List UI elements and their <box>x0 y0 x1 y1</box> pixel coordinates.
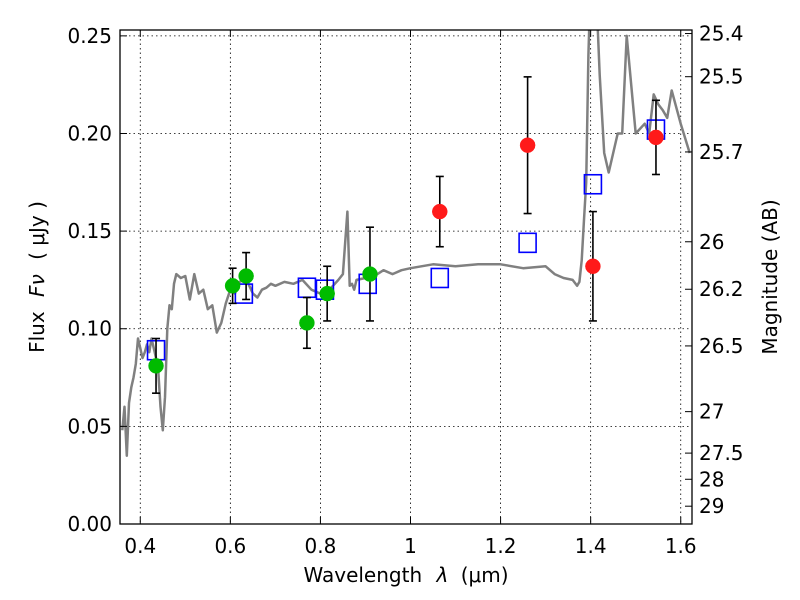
right-tick-label: 27 <box>699 400 724 424</box>
y-axis-label-symbol: Fν <box>25 274 49 297</box>
y-axis-label: Flux Fν ( μJy ) <box>25 201 49 353</box>
x-tick-label: 1.6 <box>665 534 697 558</box>
right-tick-label: 25.7 <box>699 140 744 164</box>
plot-frame <box>119 29 693 525</box>
model-square <box>583 173 603 195</box>
x-tick-label: 1.4 <box>575 534 607 558</box>
optical-point <box>362 266 378 282</box>
x-tick-label: 0.4 <box>124 534 156 558</box>
optical-point <box>319 285 335 302</box>
x-axis-label: Wavelength λ (μm) <box>303 563 508 587</box>
x-tick-label: 0.6 <box>214 534 246 558</box>
y-tick-label: 0.10 <box>67 317 112 341</box>
model-square <box>430 267 450 289</box>
optical-point <box>224 278 241 294</box>
y-tick-label: 0.00 <box>67 512 112 536</box>
right-tick-label: 28 <box>699 467 724 491</box>
right-tick-label: 26.5 <box>699 334 744 358</box>
spectrum-line <box>121 30 691 457</box>
tick-layer: 0.4 0.6 0.8 1 1.2 1.4 1.6 0.00 0.05 0.10 0.15 0.20 0… <box>67 22 743 558</box>
y-axis-label-unit: ( μJy ) <box>25 201 49 260</box>
optical-point <box>299 315 315 331</box>
infrared-point <box>519 137 536 153</box>
x-axis-label-symbol: λ <box>436 563 449 587</box>
infrared-point <box>648 129 664 146</box>
right-tick-label: 29 <box>699 494 724 518</box>
x-tick-label: 0.8 <box>305 534 337 558</box>
infrared-point <box>585 258 601 275</box>
infrared-point <box>432 203 448 220</box>
x-axis-label-unit: (μm) <box>461 563 509 587</box>
right-tick-label: 26 <box>699 230 724 254</box>
y-tick-label: 0.05 <box>67 414 112 438</box>
right-tick-label: 25.4 <box>699 22 744 46</box>
x-axis-label-main: Wavelength <box>303 563 422 587</box>
data-layer <box>121 30 691 457</box>
y-axis-label-main: Flux <box>25 311 49 353</box>
optical-point <box>238 268 254 284</box>
model-square <box>234 283 254 304</box>
optical-point <box>148 358 164 374</box>
right-tick-label: 27.5 <box>699 441 744 465</box>
x-tick-label: 1 <box>404 534 417 558</box>
x-tick-label: 1.2 <box>485 534 517 558</box>
right-tick-label: 25.5 <box>699 65 744 89</box>
right-axis-label: Magnitude (AB) <box>758 199 782 354</box>
y-tick-label: 0.15 <box>67 219 112 243</box>
right-tick-label: 26.2 <box>699 277 744 301</box>
model-square <box>518 232 537 254</box>
y-tick-label: 0.25 <box>67 24 112 48</box>
y-tick-label: 0.20 <box>67 121 112 145</box>
